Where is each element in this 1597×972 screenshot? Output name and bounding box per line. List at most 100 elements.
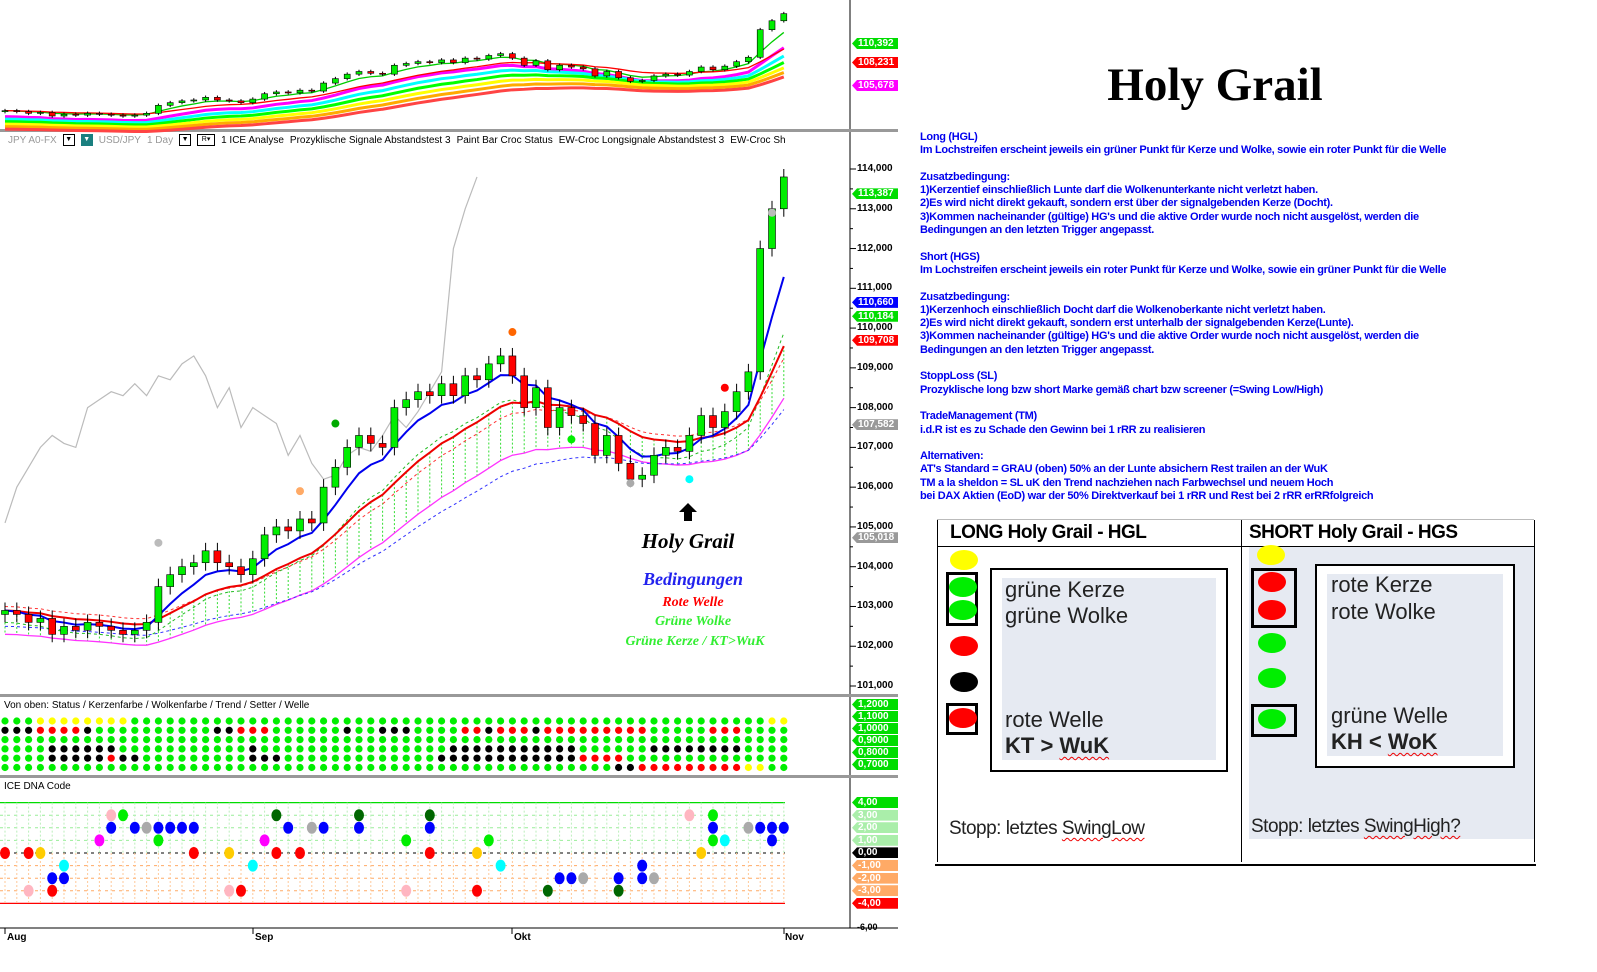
long-line2: grüne Wolke xyxy=(1005,603,1129,628)
ribbon-band xyxy=(4,75,785,134)
dna-tag: 4,00 xyxy=(852,797,898,808)
status-dot xyxy=(556,726,564,734)
status-dot xyxy=(615,717,623,725)
indicator-ew-croc-short[interactable]: EW-Croc Sh xyxy=(730,134,786,146)
status-dot xyxy=(780,745,788,753)
price-tick-label: 106,000 xyxy=(857,481,894,493)
indicator-prozyklische[interactable]: Prozyklische Signale Abstandstest 3 xyxy=(289,134,451,146)
status-dot xyxy=(567,763,576,772)
status-dot xyxy=(744,754,753,762)
dna-tag: -4,00 xyxy=(852,897,898,909)
status-dot xyxy=(178,763,186,772)
status-dot xyxy=(756,726,764,734)
top-candle xyxy=(402,63,410,66)
candle xyxy=(166,574,174,587)
status-dot xyxy=(237,745,245,753)
status-dot xyxy=(225,736,233,744)
top-candle xyxy=(579,66,587,70)
section-line: Bedingungen an den letzten Trigger angep… xyxy=(920,224,1155,237)
r-button-label: R xyxy=(201,136,207,143)
dna-dot xyxy=(649,872,659,885)
status-dot xyxy=(272,726,280,734)
dna-dot xyxy=(59,859,69,872)
signal-dot xyxy=(296,487,304,496)
status-dot xyxy=(60,745,68,753)
status-dot xyxy=(426,726,434,734)
status-dot xyxy=(284,754,292,762)
candle xyxy=(614,435,623,464)
status-dot xyxy=(733,717,741,725)
rules-section: StoppLoss (SL) Prozyklische long bzw shor… xyxy=(920,370,1560,397)
status-dot xyxy=(72,745,80,753)
long-column: LONG Holy Grail - HGL grüne Kerze grüne … xyxy=(937,520,1242,862)
candle xyxy=(437,383,446,396)
indicator-paint-bar[interactable]: Paint Bar Croc Status xyxy=(456,134,553,146)
rules-section: Long (HGL) Im Lochstreifen erscheint jewe… xyxy=(920,131,1560,158)
indicator-ice-analyse[interactable]: 1 ICE Analyse xyxy=(221,134,284,146)
status-dot xyxy=(674,726,682,734)
status-dot xyxy=(390,717,398,725)
r-dropdown-button[interactable]: R▾ xyxy=(197,134,216,146)
status-dot xyxy=(744,717,753,725)
status-dot xyxy=(485,726,493,734)
status-dot xyxy=(390,736,398,744)
status-dot xyxy=(414,717,422,725)
candle xyxy=(390,407,399,448)
status-dot xyxy=(591,754,599,762)
status-dot xyxy=(579,736,587,744)
candle xyxy=(697,415,706,436)
status-dot xyxy=(249,736,257,744)
top-candle xyxy=(450,59,457,63)
symbol-dropdown-button[interactable]: ▼ xyxy=(62,134,75,146)
section-heading: Zusatzbedingung: xyxy=(920,170,1010,183)
candle xyxy=(225,562,233,568)
section-line: 2)Es wird nicht direkt gekauft, sondern … xyxy=(920,317,1354,330)
status-dot xyxy=(603,754,611,762)
indicator-ew-croc-long[interactable]: EW-Croc Longsignale Abstandstest 3 xyxy=(558,134,725,146)
status-dot xyxy=(178,717,186,725)
price-tick-label: 102,000 xyxy=(857,640,894,652)
dna-dot xyxy=(118,809,128,822)
candle xyxy=(60,626,68,635)
status-dot xyxy=(95,745,103,753)
status-dot xyxy=(202,763,210,772)
signal-dot xyxy=(720,383,729,392)
signal-dot xyxy=(508,328,517,337)
interval-dropdown-button[interactable]: ▼ xyxy=(179,134,192,146)
status-dot xyxy=(331,726,339,734)
status-dot xyxy=(697,726,705,734)
status-dot xyxy=(343,763,351,772)
dot-group-box xyxy=(946,572,978,626)
status-dot xyxy=(367,754,375,762)
candle xyxy=(249,558,257,575)
dna-dot xyxy=(306,821,317,834)
status-dot xyxy=(119,717,127,725)
section-line: i.d.R ist es zu Schade den Gewinn bei 1 … xyxy=(920,423,1206,436)
candle xyxy=(343,447,352,468)
status-dot xyxy=(473,754,481,762)
status-dot xyxy=(485,736,493,744)
status-dot xyxy=(780,726,788,734)
chart-canvas[interactable] xyxy=(0,0,900,950)
top-candle xyxy=(25,111,32,114)
status-dot xyxy=(213,736,221,744)
top-candle xyxy=(37,112,44,114)
holy-grail-annotation: Holy Grail xyxy=(641,529,735,553)
top-candle xyxy=(391,64,398,75)
top-candle xyxy=(131,114,139,117)
status-dot xyxy=(615,763,623,772)
top-candle xyxy=(178,100,186,103)
rules-section: TradeManagement (TM) i.d.R ist es zu Scha… xyxy=(920,410,1560,437)
rules-section: Short (HGS) Im Lochstreifen erscheint jew… xyxy=(920,251,1560,278)
pair-dropdown-button[interactable]: ▼ xyxy=(80,134,93,146)
dna-dot xyxy=(424,821,435,834)
status-dot xyxy=(709,754,717,762)
long-cond-a: KT > xyxy=(1005,733,1060,758)
dna-dot xyxy=(708,821,718,834)
status-dot xyxy=(544,736,552,744)
status-dot xyxy=(556,745,564,753)
ribbon-band xyxy=(4,71,785,131)
status-dot xyxy=(225,745,233,753)
status-dot xyxy=(591,736,599,744)
status-dot xyxy=(461,763,469,772)
